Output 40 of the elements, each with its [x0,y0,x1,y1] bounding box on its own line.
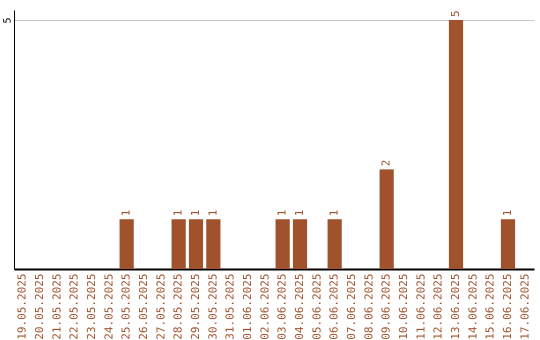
x-tick-label: 29.05.2025 [189,274,202,340]
x-tick-label: 21.05.2025 [50,274,64,340]
x-tick-label: 01.06.2025 [241,274,254,340]
x-tick-label: 19.05.2025 [16,274,29,340]
x-tick-label: 10.06.2025 [397,274,410,340]
x-tick-label: 05.06.2025 [310,274,324,340]
data-label: 2 [380,160,393,166]
x-tick-label: 13.06.2025 [449,274,462,340]
data-label: 1 [206,210,220,216]
data-label: 1 [328,210,341,216]
data-label: 1 [276,210,289,216]
x-tick-label: 16.06.2025 [501,274,514,340]
x-tick-label: 04.06.2025 [293,274,306,340]
data-label: 1 [501,210,514,216]
x-tick-label: 12.06.2025 [432,274,445,340]
x-tick-label: 20.05.2025 [33,274,46,340]
x-tick-label: 27.05.2025 [154,274,168,340]
x-tick-label: 08.06.2025 [362,274,376,340]
data-label: 1 [293,210,306,216]
x-tick-label: 06.06.2025 [328,274,341,340]
x-tick-label: 14.06.2025 [466,274,480,340]
data-label: 5 [449,10,462,17]
x-tick-label: 26.05.2025 [137,274,150,340]
x-tick-label: 22.05.2025 [68,274,81,340]
x-tick-label: 25.05.2025 [120,274,133,340]
data-label: 1 [189,210,202,216]
x-tick-label: 09.06.2025 [380,274,393,340]
x-tick-label: 31.05.2025 [224,274,237,340]
data-label: 1 [172,210,185,216]
x-tick-label: 17.06.2025 [518,274,532,340]
x-tick-label: 11.06.2025 [414,274,428,340]
x-tick-label: 15.06.2025 [484,274,497,340]
x-tick-label: 28.05.2025 [172,274,185,340]
x-tick-label: 03.06.2025 [276,274,289,340]
x-tick-label: 30.05.2025 [206,274,220,340]
x-tick-label: 07.06.2025 [345,274,358,340]
x-tick-label: 23.05.2025 [85,274,98,340]
x-tick-label: 02.06.2025 [258,274,272,340]
x-tick-label: 24.05.2025 [102,274,116,340]
data-label: 1 [120,210,133,216]
